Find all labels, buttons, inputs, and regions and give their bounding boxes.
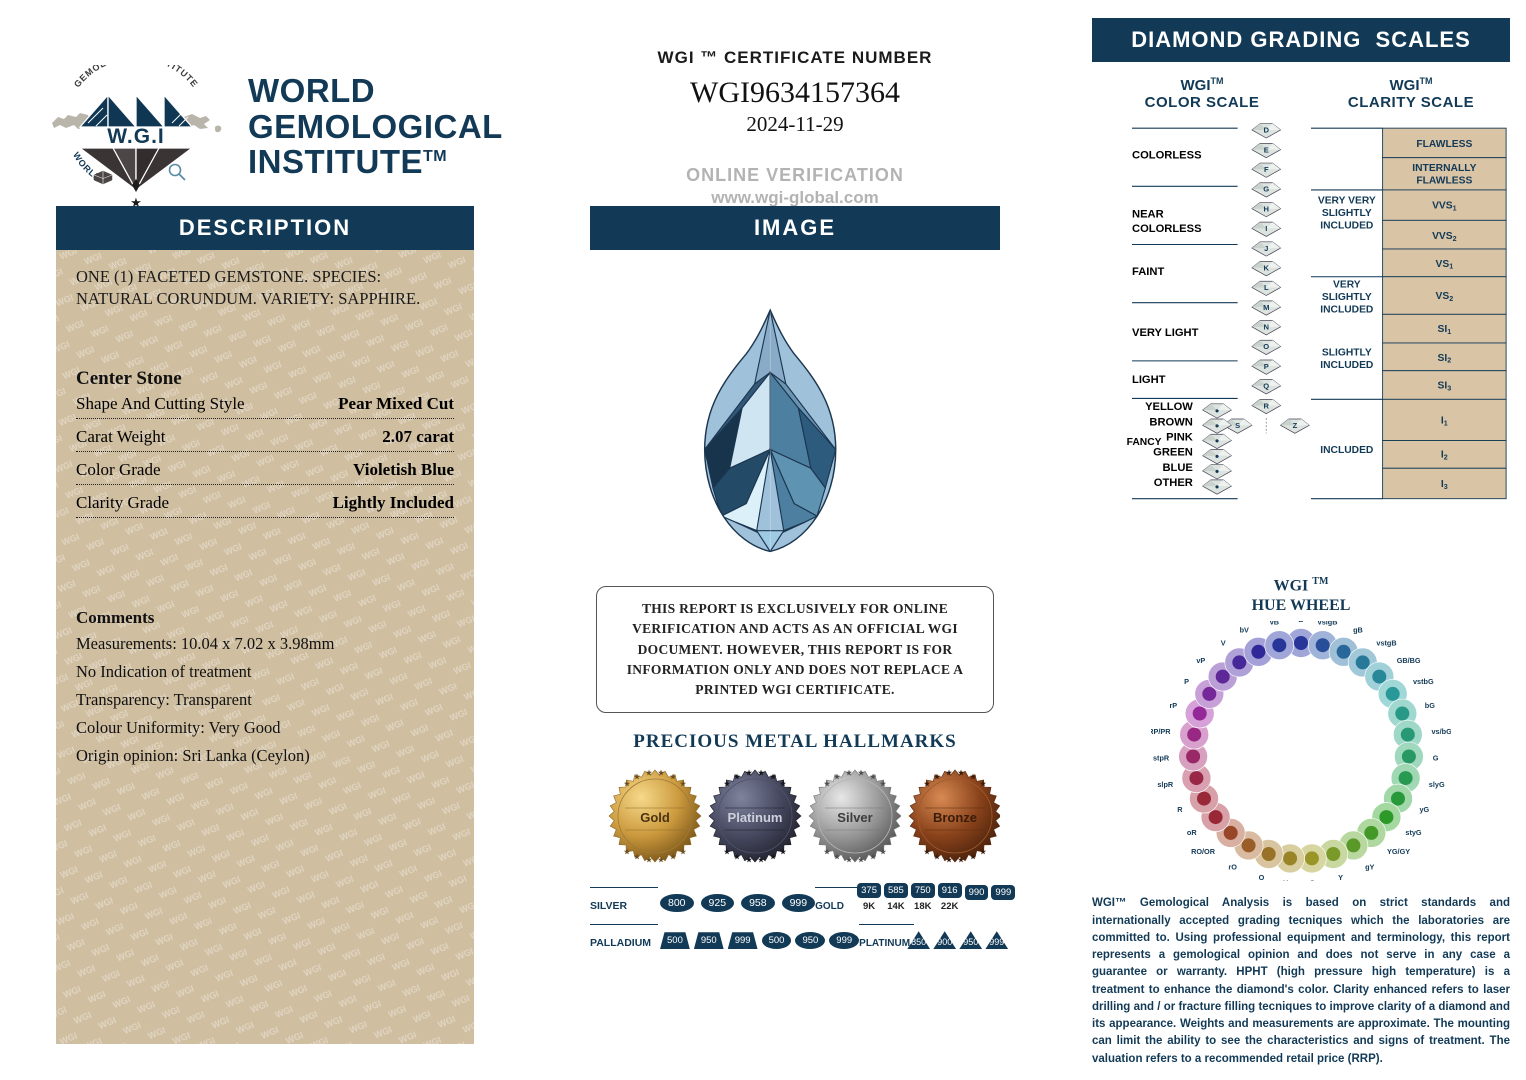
svg-text:VERY VERY: VERY VERY <box>1318 195 1376 206</box>
svg-text:vP: vP <box>1196 656 1205 665</box>
svg-text:G: G <box>1433 754 1439 763</box>
svg-text:GREEN: GREEN <box>1153 447 1193 459</box>
svg-text:PINK: PINK <box>1166 432 1193 444</box>
svg-text:SLIGHTLY: SLIGHTLY <box>1322 347 1372 358</box>
svg-text:YELLOW: YELLOW <box>1145 401 1193 413</box>
svg-text:B: B <box>1298 621 1303 624</box>
svg-text:Q: Q <box>1263 382 1269 391</box>
svg-text:●: ● <box>1215 451 1220 460</box>
svg-text:slyG: slyG <box>1429 780 1445 789</box>
svg-text:INCLUDED: INCLUDED <box>1320 445 1373 456</box>
svg-text:COLORLESS: COLORLESS <box>1132 223 1202 235</box>
svg-text:●: ● <box>1215 467 1220 476</box>
svg-text:INCLUDED: INCLUDED <box>1320 220 1373 231</box>
svg-text:H: H <box>1264 204 1269 213</box>
svg-text:M: M <box>1263 303 1269 312</box>
svg-text:gY: gY <box>1365 863 1374 872</box>
svg-text:V: V <box>1221 639 1226 648</box>
svg-text:Y: Y <box>1338 873 1343 881</box>
svg-text:D: D <box>1264 126 1270 135</box>
svg-text:N: N <box>1264 323 1269 332</box>
svg-text:O: O <box>1263 342 1269 351</box>
svg-text:L: L <box>1264 283 1269 292</box>
svg-text:COLORLESS: COLORLESS <box>1132 150 1202 162</box>
svg-text:vstbG: vstbG <box>1413 678 1434 687</box>
svg-text:GB/BG: GB/BG <box>1397 656 1421 665</box>
svg-text:slpR: slpR <box>1157 780 1174 789</box>
svg-text:GEMOLOGICAL INSTITUTE: GEMOLOGICAL INSTITUTE <box>72 65 200 89</box>
svg-text:G: G <box>1263 185 1269 194</box>
svg-text:●: ● <box>1215 421 1220 430</box>
svg-text:R: R <box>1177 805 1183 814</box>
svg-text:YG/GY: YG/GY <box>1387 848 1410 857</box>
svg-text:Yo: Yo <box>1283 879 1292 882</box>
svg-text:styG: styG <box>1405 828 1422 837</box>
svg-text:●: ● <box>1215 482 1220 491</box>
svg-text:stpR: stpR <box>1153 754 1170 763</box>
svg-text:Oy: Oy <box>1310 879 1321 882</box>
svg-text:NEAR: NEAR <box>1132 209 1164 221</box>
svg-text:●: ● <box>1215 436 1220 445</box>
svg-text:R: R <box>1264 401 1270 410</box>
svg-text:bV: bV <box>1240 626 1249 635</box>
svg-text:VERY LIGHT: VERY LIGHT <box>1132 327 1199 339</box>
svg-text:SLIGHTLY: SLIGHTLY <box>1322 292 1372 303</box>
svg-text:rP: rP <box>1169 702 1177 711</box>
svg-text:J: J <box>1264 244 1268 253</box>
svg-text:vB: vB <box>1270 621 1279 627</box>
svg-text:FLAWLESS: FLAWLESS <box>1416 139 1472 150</box>
svg-text:F: F <box>1264 165 1269 174</box>
svg-text:O: O <box>1259 873 1265 881</box>
svg-text:RP/PR: RP/PR <box>1151 727 1171 736</box>
svg-text:FAINT: FAINT <box>1132 266 1164 278</box>
svg-text:bG: bG <box>1425 702 1435 711</box>
svg-text:RO/OR: RO/OR <box>1191 848 1216 857</box>
svg-text:rO: rO <box>1228 863 1237 872</box>
svg-text:K: K <box>1264 263 1270 272</box>
svg-text:BROWN: BROWN <box>1149 416 1192 428</box>
svg-text:FLAWLESS: FLAWLESS <box>1416 176 1472 187</box>
svg-text:Gold: Gold <box>640 810 670 825</box>
svg-text:P: P <box>1264 362 1269 371</box>
svg-text:yG: yG <box>1420 805 1430 814</box>
svg-text:gB: gB <box>1353 626 1363 635</box>
svg-text:INCLUDED: INCLUDED <box>1320 360 1373 371</box>
svg-text:LIGHT: LIGHT <box>1132 374 1166 386</box>
svg-text:vs/bG: vs/bG <box>1432 727 1452 736</box>
svg-text:●: ● <box>1215 406 1220 415</box>
svg-text:E: E <box>1264 145 1269 154</box>
svg-text:SLIGHTLY: SLIGHTLY <box>1322 208 1372 219</box>
svg-text:oR: oR <box>1187 828 1197 837</box>
svg-text:I: I <box>1265 224 1267 233</box>
svg-text:Platinum: Platinum <box>728 810 783 825</box>
svg-text:VERY: VERY <box>1333 279 1361 290</box>
svg-text:OTHER: OTHER <box>1154 477 1193 489</box>
svg-text:INTERNALLY: INTERNALLY <box>1412 163 1476 174</box>
svg-text:Bronze: Bronze <box>933 810 977 825</box>
svg-text:W.G.I: W.G.I <box>107 125 165 148</box>
svg-text:Silver: Silver <box>837 810 872 825</box>
svg-text:vstgB: vstgB <box>1376 639 1396 648</box>
svg-text:vslgB: vslgB <box>1318 621 1338 627</box>
svg-text:P: P <box>1184 678 1189 687</box>
svg-text:S: S <box>1235 421 1240 430</box>
svg-text:Z: Z <box>1293 421 1298 430</box>
svg-text:BLUE: BLUE <box>1162 462 1193 474</box>
svg-text:INCLUDED: INCLUDED <box>1320 305 1373 316</box>
